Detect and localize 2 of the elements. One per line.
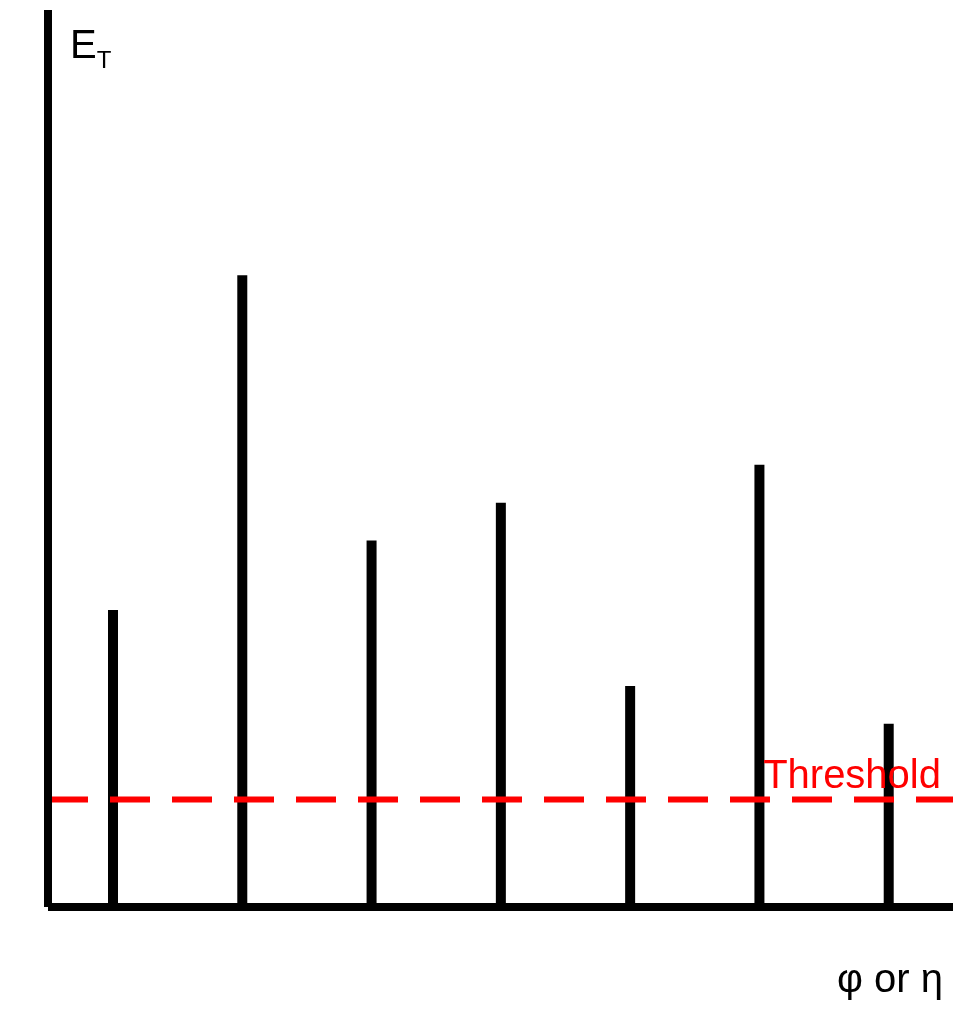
x-axis-title: φ or η [837,956,943,1000]
text: E$_{T}$ [70,22,112,73]
